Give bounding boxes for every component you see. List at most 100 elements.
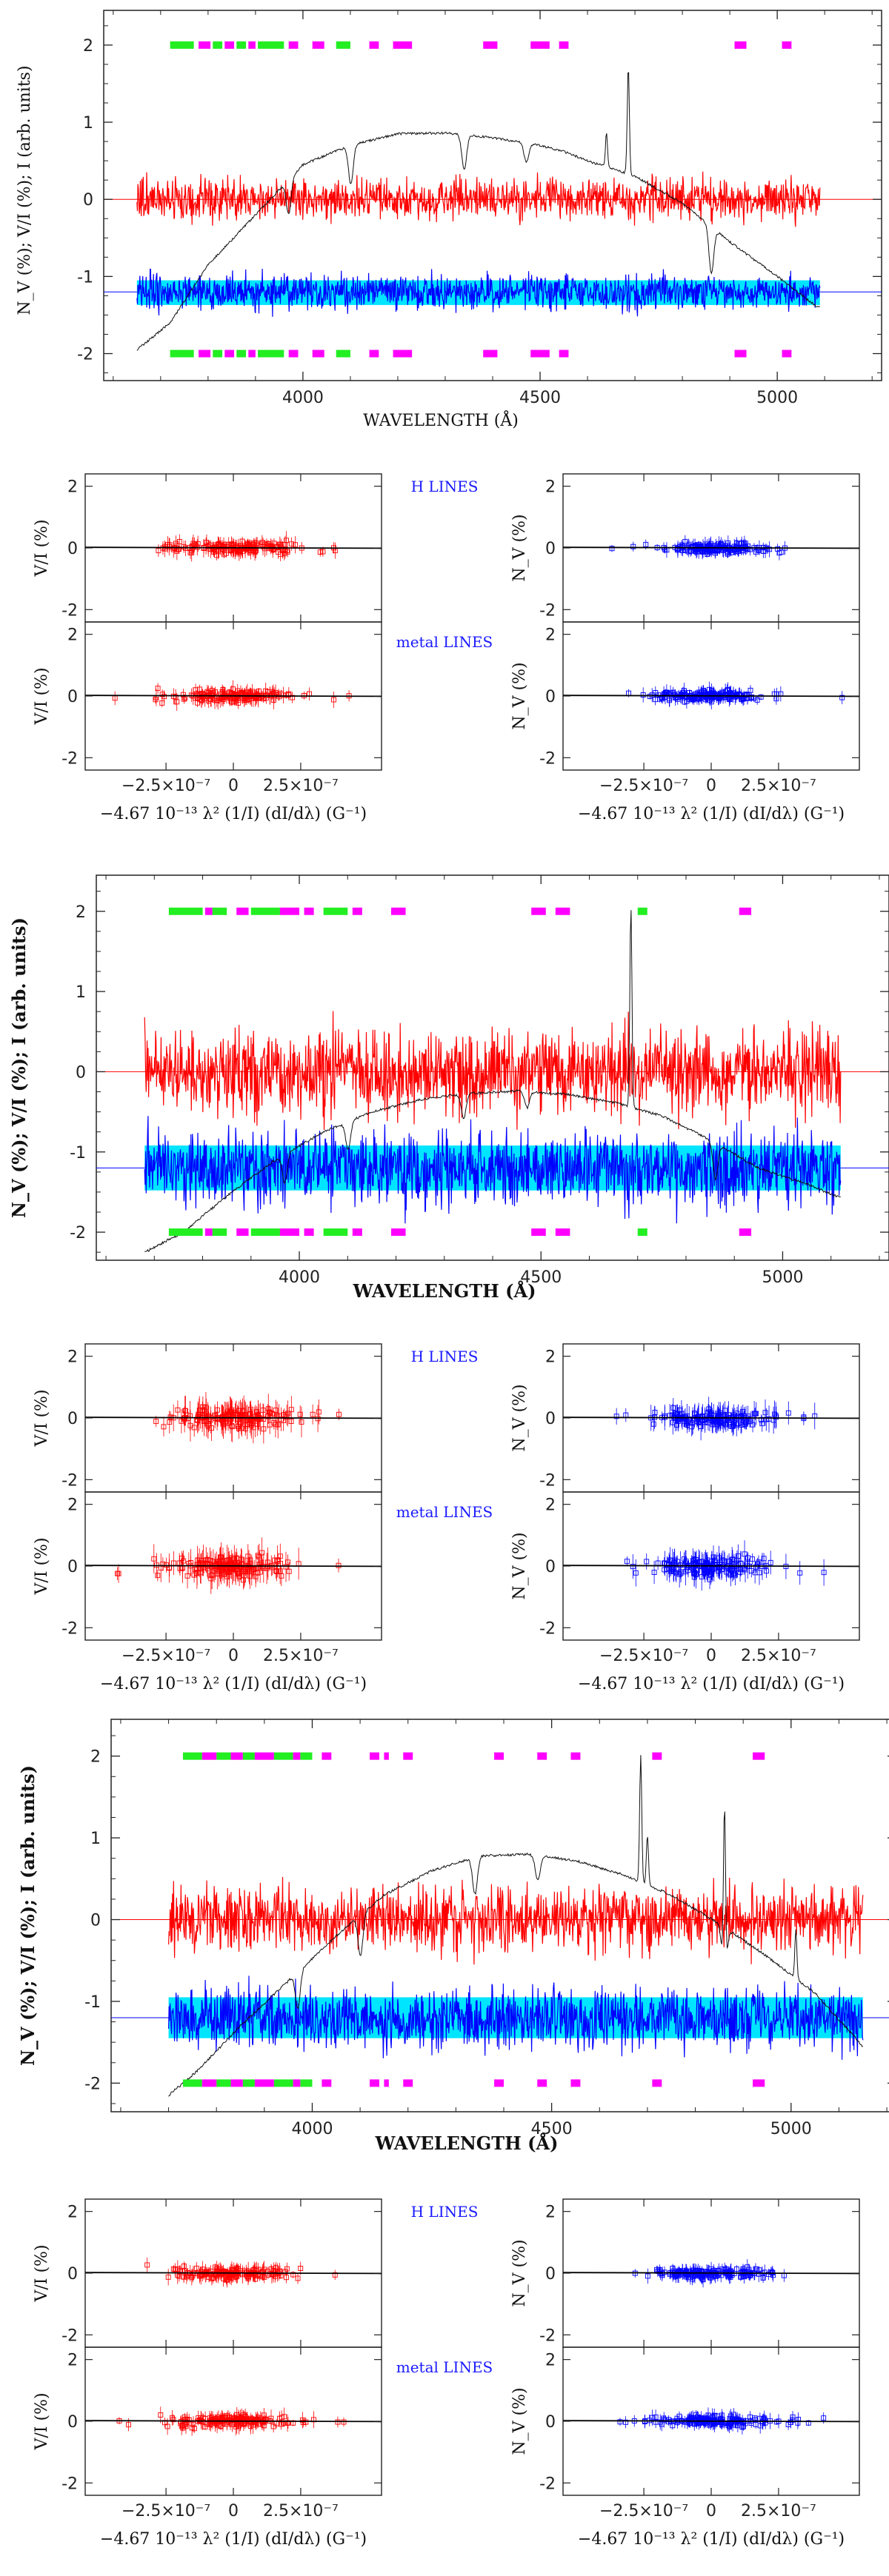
regr-1-n-metal-point xyxy=(839,695,845,700)
regr-3-v-h-point xyxy=(272,2273,278,2279)
regr-3-v-metal-point xyxy=(164,2423,170,2429)
regr-3-n-h-point xyxy=(667,2272,673,2278)
regr-2-n-h-point xyxy=(763,1416,769,1422)
regr-3-v-h-point xyxy=(290,2272,296,2278)
regr-3-v-h-point xyxy=(170,2266,176,2272)
regr-1-v-metal-point xyxy=(214,697,220,703)
regr-3-n-metal-point xyxy=(649,2415,655,2421)
regr-1-v-metal-point xyxy=(200,692,206,697)
regr-3-n-h-point xyxy=(656,2267,662,2272)
regr-1-n-metal-point xyxy=(730,692,736,697)
spectrum-2-mask-magenta-top-8 xyxy=(739,907,752,915)
regr-3-n-metal-point xyxy=(711,2419,717,2425)
regr-1-ylabel-0: V/I (%) xyxy=(33,519,51,577)
regr-2-n-metal-point xyxy=(644,1559,650,1565)
regr-2-n-metal-point xyxy=(749,1556,755,1562)
regr-2-v-metal-ytick-label: 2 xyxy=(67,1496,78,1515)
regr-3-v-metal-point xyxy=(218,2423,224,2429)
regr-3-v-metal-point xyxy=(248,2423,253,2429)
spectrum-1-ytick-label-1: 1 xyxy=(83,114,93,133)
regr-3-n-h-point xyxy=(753,2266,759,2272)
regr-2-n-metal-xtick-label: 2.5×10⁻⁷ xyxy=(741,1647,816,1665)
spectrum-2-mask-green-bottom-0 xyxy=(168,1228,203,1237)
regr-2-n-h-point xyxy=(736,1420,742,1426)
spectrum-2-mask-green-bottom-1 xyxy=(212,1228,227,1237)
regr-1-n-metal-point xyxy=(748,695,754,700)
regr-2-n-h-point xyxy=(740,1408,746,1414)
spectrum-2-mask-magenta-top-0 xyxy=(204,907,213,915)
regr-1-n-metal-xtick-label: 0 xyxy=(706,777,716,795)
regr-2-n-h-point xyxy=(674,1422,679,1428)
regr-3-v-h-point xyxy=(184,2274,190,2280)
spectrum-panel-1: 4000 4500 5000 -2 -1 0 1 2 xyxy=(77,10,882,407)
regr-2-n-h-point xyxy=(714,1418,720,1424)
regr-1-ylabel-3: N_V (%) xyxy=(510,662,529,729)
regr-2-v-h-point xyxy=(297,1411,303,1417)
regr-2-ylabel-1: V/I (%) xyxy=(33,1537,51,1595)
regr-3-n-h-point xyxy=(687,2275,693,2281)
regr-2-v-metal-point xyxy=(336,1562,342,1568)
regr-1-n-metal-xtick-label: 2.5×10⁻⁷ xyxy=(741,777,816,795)
regr-3-n-metal-point xyxy=(702,2419,707,2425)
regr-1-n-h-point xyxy=(748,546,753,552)
regr-1-ylabel-2: N_V (%) xyxy=(510,514,529,581)
regr-3-n-metal-point xyxy=(739,2424,745,2430)
regr-2-v-metal-point xyxy=(274,1569,280,1574)
regr-3-n-metal-point xyxy=(617,2419,623,2425)
spectrum-3-mask-magenta-top-12 xyxy=(753,1752,765,1760)
regr-3-v-h-point xyxy=(262,2266,267,2272)
regr-3-n-h-point xyxy=(723,2269,729,2275)
regr-2-v-metal-point xyxy=(216,1559,222,1565)
regr-3-n-metal-point xyxy=(688,2417,694,2423)
regr-2-n-metal-point xyxy=(716,1568,722,1574)
regr-1-n-metal-point xyxy=(754,697,760,703)
spectrum-1-ytick-label--1: -1 xyxy=(77,268,93,287)
regr-3-h-lines-title: H LINES xyxy=(411,2203,479,2221)
spectrum-3-ylabel: N_V (%); V/I (%); I (arb. units) xyxy=(17,1765,39,2066)
regr-2-n-h-point xyxy=(679,1411,685,1416)
spectrum-3-mask-magenta-top-0 xyxy=(202,1752,217,1760)
regr-2-n-h-point xyxy=(772,1411,777,1417)
regr-1-v-h-point xyxy=(259,540,265,546)
regr-1-n-metal-point xyxy=(640,692,646,697)
regr-1-n-metal-xtick-label: −2.5×10⁻⁷ xyxy=(599,777,688,795)
regr-1-n-metal-point xyxy=(664,689,670,695)
regr-2-v-metal-point xyxy=(247,1557,253,1563)
regr-3-v-h-point xyxy=(277,2269,283,2275)
regr-2-v-h-point xyxy=(179,1418,184,1424)
spectrum-2-null-series xyxy=(144,1116,842,1224)
regr-2-n-metal-xtick-label: 0 xyxy=(706,1647,716,1665)
regr-2-v-h-point xyxy=(267,1409,273,1415)
regr-2-v-metal-ytick-label: -2 xyxy=(61,1619,78,1638)
spectrum-2-mask-magenta-top-5 xyxy=(390,907,406,915)
regr-2-n-metal-point xyxy=(730,1570,736,1576)
regr-3-xlabel-0: −4.67 10⁻¹³ λ² (1/I) (dI/dλ) (G⁻¹) xyxy=(100,2530,367,2549)
regr-2-n-metal-ytick-label: 2 xyxy=(545,1496,556,1515)
regr-3-n-h-point xyxy=(741,2269,747,2275)
regr-2-n-metal-point xyxy=(624,1559,630,1565)
regr-2-v-h-point xyxy=(175,1407,181,1413)
spectrum-1-ytick-label--2: -2 xyxy=(77,346,93,364)
regr-1-n-metal-point xyxy=(667,696,673,702)
regr-2-n-metal-point xyxy=(742,1551,748,1557)
regr-3-n-metal-point xyxy=(659,2421,665,2427)
regr-2-v-metal-point xyxy=(285,1559,290,1565)
regr-1-v-h-point xyxy=(189,548,195,554)
regr-2-n-h-point xyxy=(673,1411,679,1416)
regr-3-v-metal-point xyxy=(158,2412,164,2418)
spectrum-1-xtick-label-4500: 4500 xyxy=(519,389,561,407)
regr-2-n-metal-point xyxy=(763,1568,769,1574)
regr-1-v-h-point xyxy=(317,549,323,555)
spectrum-1-mask-magenta-bottom-4 xyxy=(312,349,324,358)
regr-3-n-metal-xtick-label: 0 xyxy=(706,2502,716,2520)
regr-3-v-metal-point xyxy=(186,2417,192,2423)
spectrum-3-ytick-label--1: -1 xyxy=(84,1993,101,2012)
regr-3-v-h-point xyxy=(181,2264,187,2269)
regr-1-n-metal-fit-line xyxy=(562,695,860,697)
spectrum-3-mask-magenta-bottom-9 xyxy=(537,2079,547,2087)
spectrum-3-mask-magenta-top-6 xyxy=(384,1752,389,1760)
regr-2-n-h-point xyxy=(705,1420,711,1426)
spectrum-3-mask-magenta-bottom-1 xyxy=(230,2079,243,2087)
spectrum-1-mask-magenta-top-2 xyxy=(248,41,256,49)
regr-1-n-h-point xyxy=(675,546,681,552)
